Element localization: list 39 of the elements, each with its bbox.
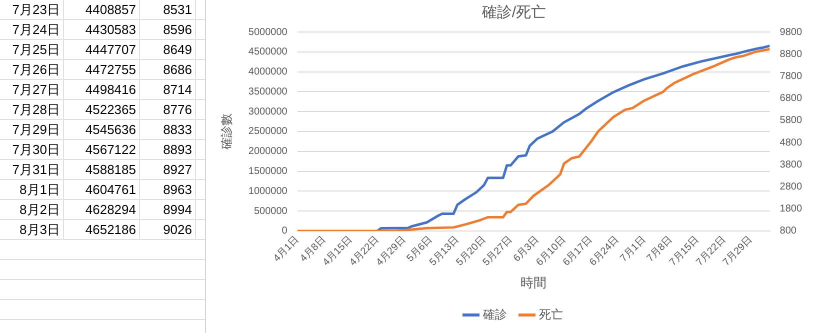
- y-tick-label: 3000000: [248, 106, 288, 118]
- y-tick-label: 1000000: [248, 186, 288, 197]
- y2-tick-label: 4800: [780, 137, 802, 148]
- text: 7月24日 4430583 8596: [12, 22, 192, 37]
- legend-label: 死亡: [539, 307, 563, 322]
- y2-tick-label: 2800: [780, 182, 802, 193]
- y2-tick-label: 6800: [780, 93, 802, 104]
- y-tick-label: 2500000: [248, 126, 288, 138]
- text: 7月26日 4472755 8686: [12, 62, 192, 77]
- text: 7月28日 4522365 8776: [12, 102, 192, 117]
- y-axis-title: 確診數: [220, 113, 234, 150]
- y-tick-label: 4500000: [248, 46, 288, 58]
- y2-tick-label: 800: [780, 226, 797, 237]
- x-axis-title: 時間: [520, 274, 547, 290]
- y-tick-label: 2000000: [248, 146, 288, 158]
- chart-title: 確診/死亡: [480, 4, 546, 22]
- text: 7月23日 4408857 8531: [12, 2, 192, 17]
- text: 8月2日 4628294 8994: [20, 202, 192, 217]
- y2-tick-label: 9800: [780, 26, 802, 38]
- y-tick-label: 5000000: [248, 26, 288, 38]
- y2-tick-label: 1800: [780, 204, 802, 215]
- y-tick-label: 500000: [254, 206, 288, 217]
- text: 7月25日 4447707 8649: [12, 42, 192, 57]
- text: 8月3日 4652186 9026: [20, 222, 192, 237]
- y2-tick-label: 8800: [780, 48, 802, 60]
- y2-tick-label: 3800: [780, 159, 802, 170]
- y2-tick-label: 7800: [780, 70, 802, 82]
- y-tick-label: 3500000: [248, 86, 288, 98]
- legend-label: 確診: [482, 307, 507, 322]
- y-tick-label: 4000000: [248, 66, 288, 78]
- y-tick-label: 1500000: [248, 166, 288, 178]
- x-tick-label: 4月1日: [272, 234, 302, 264]
- text: 7月30日 4567122 8893: [12, 142, 192, 157]
- text: 7月31日 4588185 8927: [12, 162, 192, 177]
- text: 7月27日 4498416 8714: [12, 82, 192, 97]
- text: 8月1日 4604761 8963: [20, 182, 192, 197]
- y2-tick-label: 5800: [780, 115, 802, 126]
- text: 7月29日 4545636 8833: [12, 122, 192, 137]
- y-tick-label: 0: [282, 226, 288, 237]
